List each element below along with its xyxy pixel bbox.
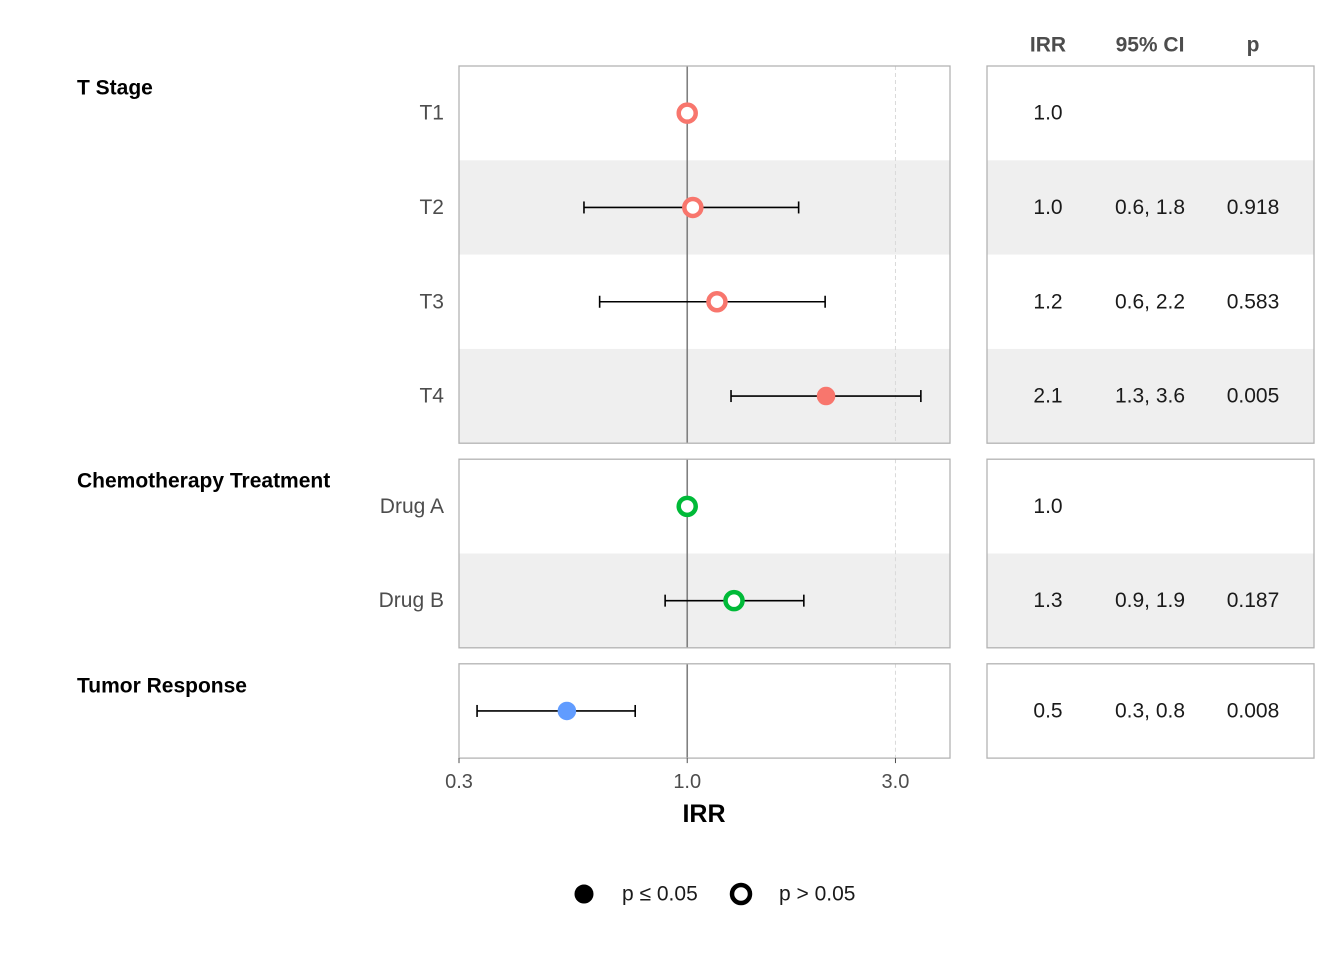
table-cell-irr: 1.0 [1033, 102, 1062, 125]
table-cell-p: 0.008 [1227, 699, 1280, 722]
table-cell-ci: 0.6, 2.2 [1115, 290, 1185, 313]
table-panel-border [986, 65, 1315, 444]
row-label: T2 [419, 196, 444, 219]
table-cell-irr: 0.5 [1033, 699, 1062, 722]
table-cell-irr: 1.2 [1033, 290, 1062, 313]
x-tick-label: 1.0 [673, 771, 701, 793]
point-estimate [557, 701, 577, 721]
point-estimate [816, 386, 836, 406]
plot-panel-border [458, 663, 951, 759]
legend-label: p ≤ 0.05 [622, 883, 698, 906]
table-cell-irr: 1.3 [1033, 589, 1062, 612]
plot-panel-border [458, 65, 951, 444]
table-row-stripe [987, 160, 1314, 255]
table-cell-p: 0.005 [1227, 385, 1280, 408]
table-cell-p: 0.918 [1227, 196, 1280, 219]
x-axis-title: IRR [682, 800, 725, 828]
table-header-ci: 95% CI [1116, 34, 1185, 57]
table-panel-border [986, 458, 1315, 649]
table-cell-ci: 0.6, 1.8 [1115, 196, 1185, 219]
table-panel-border [986, 663, 1315, 759]
x-tick-label: 3.0 [882, 771, 910, 793]
table-cell-ci: 0.9, 1.9 [1115, 589, 1185, 612]
legend-label: p > 0.05 [779, 883, 855, 906]
table-cell-ci: 0.3, 0.8 [1115, 699, 1185, 722]
point-estimate [676, 102, 698, 124]
point-estimate [706, 291, 728, 313]
row-label: T4 [419, 385, 444, 408]
group-title: Chemotherapy Treatment [77, 470, 330, 493]
point-estimate [723, 589, 745, 612]
row-label: T1 [419, 102, 444, 125]
row-label: Drug B [379, 589, 444, 612]
table-row-stripe [987, 348, 1314, 444]
row-label: T3 [419, 290, 444, 313]
x-tick-label: 0.3 [445, 771, 473, 793]
point-estimate [676, 495, 698, 518]
table-header-p: p [1247, 34, 1260, 57]
table-cell-irr: 1.0 [1033, 196, 1062, 219]
group-title: T Stage [77, 77, 153, 100]
table-cell-irr: 1.0 [1033, 495, 1062, 518]
table-row-stripe [987, 553, 1314, 648]
plot-panel-border [458, 458, 951, 649]
group-title: Tumor Response [77, 674, 247, 697]
table-header-irr: IRR [1030, 34, 1066, 57]
table-cell-p: 0.583 [1227, 290, 1280, 313]
table-cell-ci: 1.3, 3.6 [1115, 385, 1185, 408]
table-cell-p: 0.187 [1227, 589, 1280, 612]
legend-filled-marker [574, 884, 594, 904]
legend-open-marker [729, 882, 753, 906]
point-estimate [682, 196, 704, 219]
row-label: Drug A [380, 495, 444, 518]
table-cell-irr: 2.1 [1033, 385, 1062, 408]
